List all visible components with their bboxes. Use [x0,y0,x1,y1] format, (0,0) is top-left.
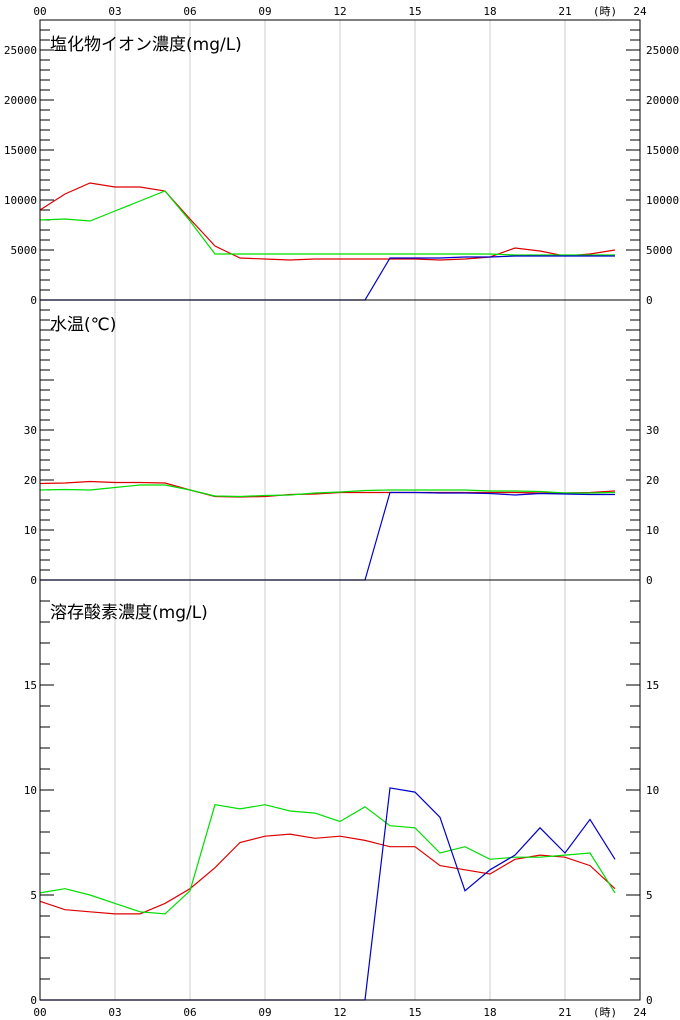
left-y-tick-label: 10000 [4,194,37,207]
panel-frame [39,579,641,1001]
left-y-tick-label: 0 [30,294,37,307]
left-y-tick-label: 15000 [4,144,37,157]
blue-series-line [40,491,615,581]
dissolved-oxygen-panel: 溶存酸素濃度(mg/L) 0 0 5 5 10 10 15 15 [24,579,659,1007]
left-y-tick-label: 10 [24,524,37,537]
right-y-tick-label: 30 [646,424,659,437]
bottom-time-tick-label: 06 [183,1006,196,1019]
bottom-time-tick-label: 15 [408,1006,421,1019]
top-time-tick-label: 21 [558,5,571,18]
right-y-tick-label: 0 [646,994,653,1007]
top-time-tick-label: 06 [183,5,196,18]
right-y-tick-label: 20000 [646,94,679,107]
water-temperature-panel: 水温(℃) 0 0 10 10 20 20 30 30 [24,299,659,587]
top-time-tick-label: 09 [258,5,271,18]
bottom-time-tick-label: 09 [258,1006,271,1019]
green-series-line [39,804,616,915]
blue-series-line [40,255,615,301]
bottom-time-tick-label: 03 [108,1006,121,1019]
green-series-line [39,484,616,498]
top-time-unit-label: (時) [593,5,617,18]
bottom-time-tick-label: 21 [558,1006,571,1019]
left-y-tick-label: 5 [30,889,37,902]
right-y-tick-label: 15 [646,679,659,692]
right-y-tick-label: 10 [646,784,659,797]
red-series-line [39,480,616,498]
left-y-tick-label: 25000 [4,44,37,57]
bottom-time-tick-label: 24 [633,1006,647,1019]
left-y-tick-label: 10 [24,784,37,797]
bottom-time-tick-label: 00 [33,1006,46,1019]
left-y-tick-label: 0 [30,994,37,1007]
top-time-tick-label: 24 [633,5,647,18]
right-y-tick-label: 0 [646,574,653,587]
top-time-tick-label: 00 [33,5,46,18]
right-y-tick-label: 5 [646,889,653,902]
top-time-tick-label: 03 [108,5,121,18]
water-temperature-title: 水温(℃) [50,315,116,335]
right-y-tick-label: 15000 [646,144,679,157]
top-time-tick-label: 12 [333,5,346,18]
dissolved-oxygen-title: 溶存酸素濃度(mg/L) [50,603,208,623]
left-y-tick-label: 5000 [11,244,38,257]
chloride-ion-title: 塩化物イオン濃度(mg/L) [50,35,242,55]
bottom-time-tick-label: 18 [483,1006,496,1019]
top-time-tick-label: 15 [408,5,421,18]
bottom-time-unit-label: (時) [593,1006,617,1019]
bottom-time-axis: (時) 00 03 06 09 12 15 18 21 24 [33,1006,647,1019]
bottom-time-tick-label: 12 [333,1006,346,1019]
left-y-tick-label: 20000 [4,94,37,107]
red-series-line [39,833,616,915]
left-y-tick-label: 30 [24,424,37,437]
green-series-line [39,190,615,256]
right-y-tick-label: 0 [646,294,653,307]
left-y-tick-label: 0 [30,574,37,587]
right-y-tick-label: 20 [646,474,659,487]
left-y-tick-label: 20 [24,474,37,487]
right-y-tick-label: 10 [646,524,659,537]
left-y-tick-label: 15 [24,679,37,692]
right-y-tick-label: 10000 [646,194,679,207]
right-y-tick-label: 25000 [646,44,679,57]
red-series-line [39,182,616,261]
chloride-ion-panel: 塩化物イオン濃度(mg/L) 0 0 5000 5000 10000 10000 15000… [4,19,679,307]
top-time-tick-label: 18 [483,5,496,18]
blue-series-line [40,787,616,1001]
right-y-tick-label: 5000 [646,244,673,257]
top-time-axis: (時) 00 03 06 09 12 15 18 21 24 [33,5,647,18]
